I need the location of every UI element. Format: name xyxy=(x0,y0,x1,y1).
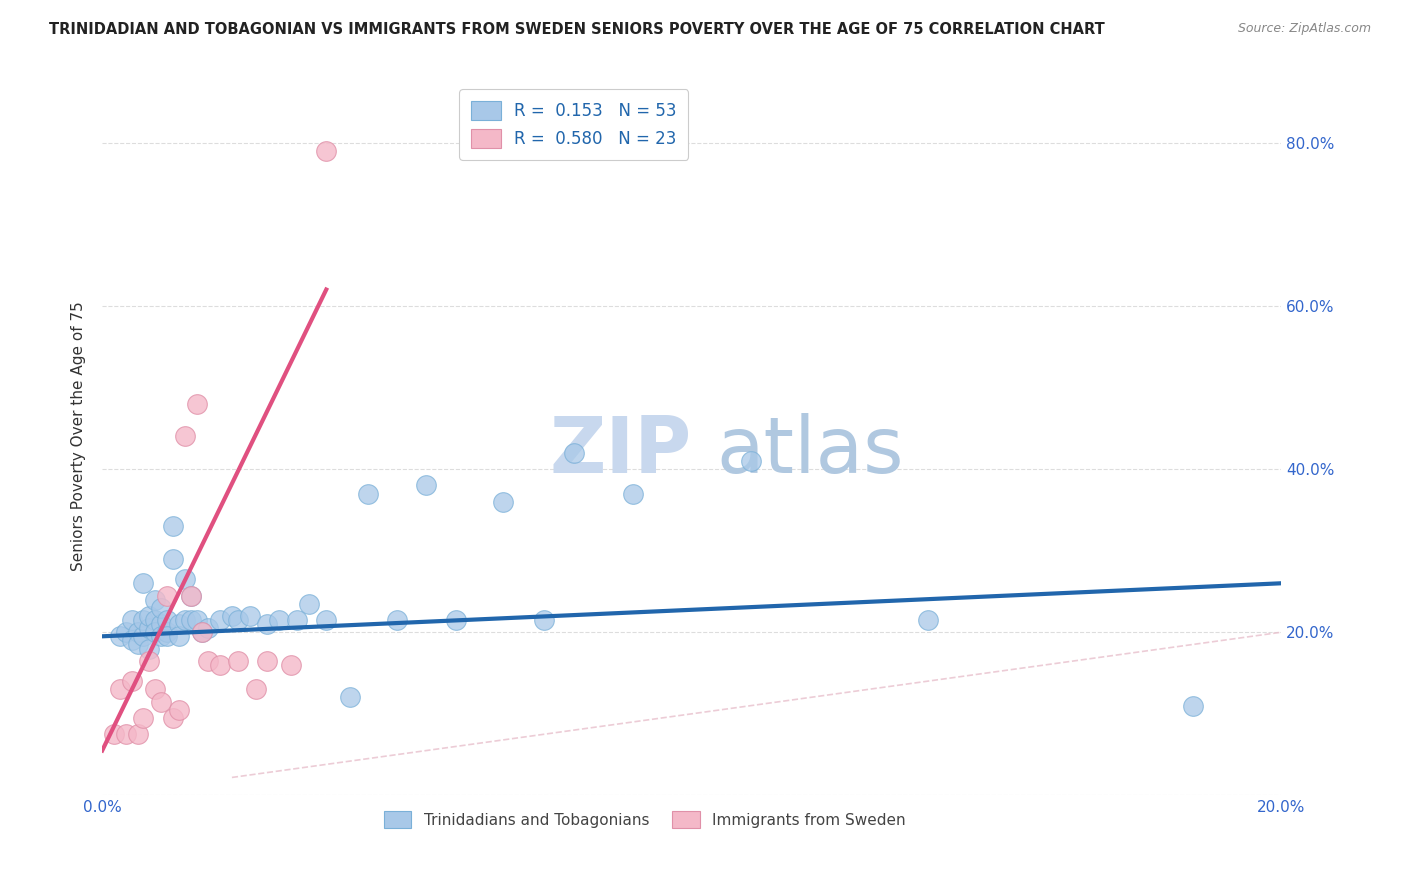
Point xyxy=(256,654,278,668)
Point xyxy=(740,454,762,468)
Point xyxy=(415,478,437,492)
Point xyxy=(103,727,125,741)
Point xyxy=(138,608,160,623)
Point xyxy=(127,727,149,741)
Point xyxy=(150,617,173,632)
Point xyxy=(256,617,278,632)
Point xyxy=(132,613,155,627)
Point xyxy=(108,629,131,643)
Text: TRINIDADIAN AND TOBAGONIAN VS IMMIGRANTS FROM SWEDEN SENIORS POVERTY OVER THE AG: TRINIDADIAN AND TOBAGONIAN VS IMMIGRANTS… xyxy=(49,22,1105,37)
Point xyxy=(167,703,190,717)
Point xyxy=(297,597,319,611)
Point xyxy=(209,657,232,672)
Point xyxy=(132,629,155,643)
Point xyxy=(339,690,361,705)
Point xyxy=(180,613,202,627)
Point xyxy=(162,551,184,566)
Point xyxy=(143,592,166,607)
Point xyxy=(162,711,184,725)
Point xyxy=(173,572,195,586)
Point xyxy=(492,494,515,508)
Point xyxy=(245,682,267,697)
Point xyxy=(156,625,179,640)
Point xyxy=(917,613,939,627)
Point xyxy=(280,657,302,672)
Point xyxy=(121,674,143,689)
Point xyxy=(444,613,467,627)
Text: atlas: atlas xyxy=(716,413,904,489)
Point xyxy=(356,486,378,500)
Point xyxy=(156,589,179,603)
Legend: Trinidadians and Tobagonians, Immigrants from Sweden: Trinidadians and Tobagonians, Immigrants… xyxy=(378,805,911,834)
Point xyxy=(156,613,179,627)
Point xyxy=(143,625,166,640)
Point xyxy=(186,613,208,627)
Point xyxy=(150,629,173,643)
Point xyxy=(197,654,219,668)
Point xyxy=(138,654,160,668)
Point xyxy=(239,608,262,623)
Point xyxy=(150,600,173,615)
Point xyxy=(186,397,208,411)
Point xyxy=(138,641,160,656)
Point xyxy=(315,144,337,158)
Point xyxy=(121,613,143,627)
Point xyxy=(143,613,166,627)
Point xyxy=(191,625,214,640)
Point xyxy=(108,682,131,697)
Point xyxy=(121,633,143,648)
Point xyxy=(562,446,585,460)
Point xyxy=(114,727,136,741)
Point xyxy=(114,625,136,640)
Point xyxy=(180,589,202,603)
Point xyxy=(138,621,160,635)
Point xyxy=(132,576,155,591)
Point xyxy=(315,613,337,627)
Point xyxy=(167,617,190,632)
Point xyxy=(209,613,232,627)
Point xyxy=(132,711,155,725)
Point xyxy=(127,637,149,651)
Point xyxy=(162,519,184,533)
Point xyxy=(285,613,308,627)
Point xyxy=(226,613,249,627)
Point xyxy=(127,625,149,640)
Point xyxy=(173,429,195,443)
Point xyxy=(180,589,202,603)
Point xyxy=(1181,698,1204,713)
Point xyxy=(226,654,249,668)
Point xyxy=(143,682,166,697)
Point xyxy=(267,613,290,627)
Point xyxy=(150,695,173,709)
Text: ZIP: ZIP xyxy=(550,413,692,489)
Point xyxy=(385,613,408,627)
Y-axis label: Seniors Poverty Over the Age of 75: Seniors Poverty Over the Age of 75 xyxy=(72,301,86,571)
Point xyxy=(621,486,644,500)
Point xyxy=(197,621,219,635)
Point xyxy=(156,629,179,643)
Point xyxy=(167,629,190,643)
Point xyxy=(191,625,214,640)
Point xyxy=(221,608,243,623)
Text: Source: ZipAtlas.com: Source: ZipAtlas.com xyxy=(1237,22,1371,36)
Point xyxy=(173,613,195,627)
Point xyxy=(533,613,555,627)
